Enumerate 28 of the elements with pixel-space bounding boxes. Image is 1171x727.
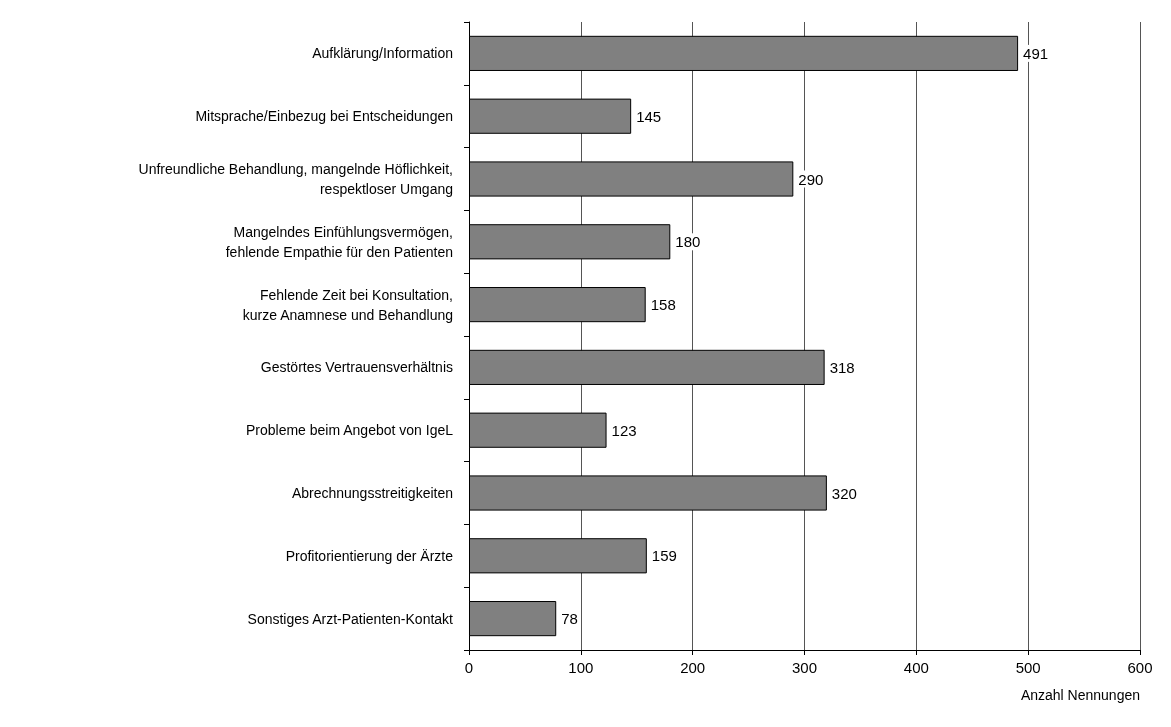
x-tick-label: 100 xyxy=(568,659,594,676)
x-tick-label: 500 xyxy=(1015,659,1041,676)
y-tick-label: Aufklärung/Information xyxy=(312,45,453,62)
data-label: 318 xyxy=(829,358,855,376)
y-tick-label: Mangelndes Einfühlungsvermögen, fehlende Empathie für den Patienten xyxy=(225,223,453,260)
data-label: 159 xyxy=(651,547,677,565)
data-label: 158 xyxy=(650,296,676,314)
x-axis-title: Anzahl Nennungen xyxy=(1020,687,1140,703)
data-label: 123 xyxy=(611,421,637,439)
y-tick-label: Gestörtes Vertrauensverhältnis xyxy=(260,359,453,376)
y-tick-label: Fehlende Zeit bei Konsultation, kurze Anamnese und Behandlung xyxy=(242,286,453,323)
y-tick-label: Unfreundliche Behandlung, mangelnde Höflichkeit, respektloser Umgang xyxy=(138,161,453,197)
x-tick-label: 600 xyxy=(1127,659,1153,676)
data-label: 78 xyxy=(561,610,578,628)
data-label: 180 xyxy=(675,233,701,251)
y-tick-label: Sonstiges Arzt-Patienten-Kontakt xyxy=(247,610,454,627)
y-tick-label: Probleme beim Angebot von IgeL xyxy=(245,422,454,439)
data-label: 290 xyxy=(798,170,824,188)
y-tick-label: Abrechnungsstreitigkeiten xyxy=(291,485,453,501)
y-tick-label: Profitorientierung der Ärzte xyxy=(285,547,454,564)
y-tick-label: Mitsprache/Einbezug bei Entscheidungen xyxy=(195,108,453,125)
x-tick-label: 200 xyxy=(680,659,706,676)
data-label: 320 xyxy=(831,484,857,502)
data-label: 491 xyxy=(1023,44,1049,62)
x-tick-label: 400 xyxy=(903,659,929,676)
data-label: 145 xyxy=(636,107,662,125)
x-tick-label: 300 xyxy=(791,659,818,676)
x-tick-label: 0 xyxy=(464,659,474,676)
